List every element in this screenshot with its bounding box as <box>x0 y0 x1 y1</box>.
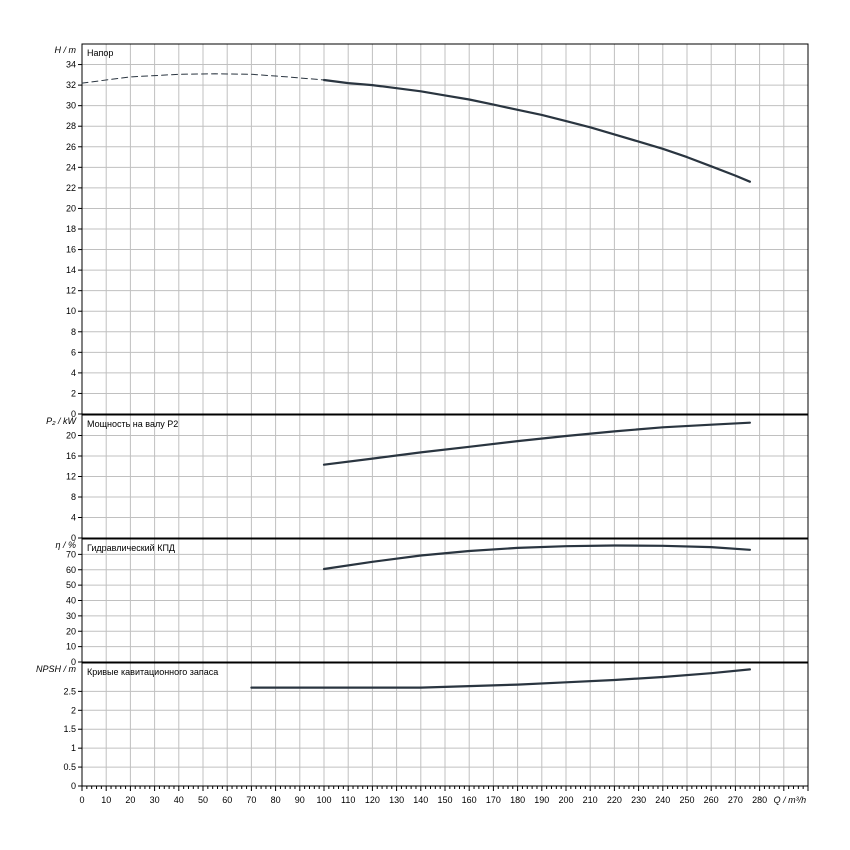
efficiency-ytick-label: 10 <box>66 642 76 652</box>
efficiency-ytick-label: 50 <box>66 580 76 590</box>
curves <box>81 73 752 689</box>
xtick-label: 280 <box>752 795 767 805</box>
xtick-label: 100 <box>316 795 331 805</box>
power-ytick-label: 8 <box>71 492 76 502</box>
npsh-ytick-label: 1 <box>71 743 76 753</box>
efficiency-axis-label: η / % <box>55 540 76 550</box>
head-ytick-label: 34 <box>66 60 76 70</box>
grid <box>81 43 809 787</box>
xtick-label: 120 <box>365 795 380 805</box>
head-ytick-label: 22 <box>66 183 76 193</box>
efficiency-ytick-label: 60 <box>66 565 76 575</box>
head-ytick-label: 32 <box>66 80 76 90</box>
xtick-label: 170 <box>486 795 501 805</box>
xtick-label: 250 <box>679 795 694 805</box>
head-ytick-label: 2 <box>71 388 76 398</box>
npsh-axis-label: NPSH / m <box>36 664 77 674</box>
power-axis-label: P₂ / kW <box>46 416 77 426</box>
xtick-label: 30 <box>150 795 160 805</box>
head-ytick-label: 14 <box>66 265 76 275</box>
xtick-label: 20 <box>125 795 135 805</box>
npsh-ytick-label: 0.5 <box>63 762 76 772</box>
xtick-label: 180 <box>510 795 525 805</box>
npsh-curve-solid <box>250 668 752 689</box>
power-panel-title: Мощность на валу P2 <box>87 419 178 429</box>
xtick-label: 200 <box>558 795 573 805</box>
power-ytick-label: 4 <box>71 513 76 523</box>
npsh-ytick-label: 2 <box>71 705 76 715</box>
head-ytick-label: 10 <box>66 306 76 316</box>
efficiency-panel-title: Гидравлический КПД <box>87 543 175 553</box>
xtick-label: 80 <box>271 795 281 805</box>
xtick-label: 230 <box>631 795 646 805</box>
efficiency-ytick-label: 30 <box>66 611 76 621</box>
npsh-panel-title: Кривые кавитационного запаса <box>87 667 218 677</box>
head-ytick-label: 12 <box>66 286 76 296</box>
npsh-ytick-label: 0 <box>71 781 76 791</box>
xtick-label: 240 <box>655 795 670 805</box>
head-ytick-label: 8 <box>71 327 76 337</box>
head-ytick-label: 30 <box>66 101 76 111</box>
head-ytick-label: 20 <box>66 203 76 213</box>
head-ytick-label: 6 <box>71 347 76 357</box>
xtick-label: 160 <box>462 795 477 805</box>
xtick-label: 140 <box>413 795 428 805</box>
power-ytick-label: 20 <box>66 431 76 441</box>
head-ytick-label: 26 <box>66 142 76 152</box>
head-axis-label: H / m <box>55 45 77 55</box>
power-curve-solid <box>322 421 752 466</box>
xtick-label: 0 <box>79 795 84 805</box>
head-curve-dashed <box>81 73 325 84</box>
xtick-label: 70 <box>246 795 256 805</box>
efficiency-ytick-label: 40 <box>66 596 76 606</box>
head-ytick-label: 28 <box>66 121 76 131</box>
head-ytick-label: 0 <box>71 409 76 419</box>
xtick-label: 10 <box>101 795 111 805</box>
efficiency-ytick-label: 70 <box>66 549 76 559</box>
xtick-label: 40 <box>174 795 184 805</box>
xtick-label: 60 <box>222 795 232 805</box>
xtick-label: 90 <box>295 795 305 805</box>
xtick-label: 210 <box>583 795 598 805</box>
head-ytick-label: 4 <box>71 368 76 378</box>
xtick-label: 260 <box>704 795 719 805</box>
xtick-label: 130 <box>389 795 404 805</box>
head-curve-solid <box>322 78 752 183</box>
xtick-label: 150 <box>437 795 452 805</box>
xtick-label: 270 <box>728 795 743 805</box>
head-ytick-label: 24 <box>66 162 76 172</box>
power-ytick-label: 0 <box>71 533 76 543</box>
head-ytick-label: 16 <box>66 245 76 255</box>
efficiency-ytick-label: 20 <box>66 626 76 636</box>
xtick-label: 190 <box>534 795 549 805</box>
head-ytick-label: 18 <box>66 224 76 234</box>
npsh-ytick-label: 2.5 <box>63 686 76 696</box>
xtick-label: 220 <box>607 795 622 805</box>
power-ytick-label: 12 <box>66 472 76 482</box>
efficiency-ytick-label: 0 <box>71 657 76 667</box>
xtick-label: 50 <box>198 795 208 805</box>
efficiency-curve-solid <box>322 544 752 571</box>
power-ytick-label: 16 <box>66 451 76 461</box>
x-axis-label: Q / m³/h <box>774 795 807 805</box>
xtick-label: 110 <box>341 795 355 805</box>
npsh-ytick-label: 1.5 <box>63 724 76 734</box>
head-panel-title: Напор <box>87 48 113 58</box>
